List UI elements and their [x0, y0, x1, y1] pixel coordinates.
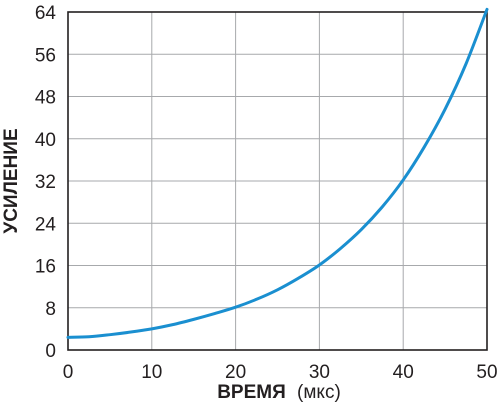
x-axis-title-main: ВРЕМЯ: [217, 382, 286, 403]
grid: [68, 12, 487, 350]
x-axis-title: ВРЕМЯ (мкс): [217, 382, 341, 403]
y-tick-label: 16: [35, 257, 56, 278]
y-tick-label: 32: [35, 172, 56, 193]
y-tick-label: 8: [45, 299, 56, 320]
x-tick-label: 30: [309, 362, 330, 383]
x-tick-label: 20: [225, 362, 246, 383]
x-tick-label: 0: [63, 362, 74, 383]
x-tick-label: 10: [141, 362, 162, 383]
gain-curve-line: [66, 7, 489, 339]
series-layer: [66, 7, 489, 339]
x-tick-label: 40: [393, 362, 414, 383]
y-tick-label: 64: [35, 3, 57, 24]
y-tick-label: 24: [35, 214, 57, 235]
y-tick-label: 40: [35, 130, 56, 151]
y-tick-label: 48: [35, 88, 56, 109]
y-axis-title: УСИЛЕНИЕ: [1, 128, 22, 233]
y-tick-label: 0: [45, 341, 56, 362]
x-axis-title-unit: (мкс): [297, 382, 341, 403]
y-tick-label: 56: [35, 45, 56, 66]
tick-labels: 0 10 20 30 40 50 0 8 16 24 32 40 48 56 64: [35, 3, 498, 383]
x-tick-label: 50: [476, 362, 497, 383]
plot-frame: [67, 11, 488, 351]
